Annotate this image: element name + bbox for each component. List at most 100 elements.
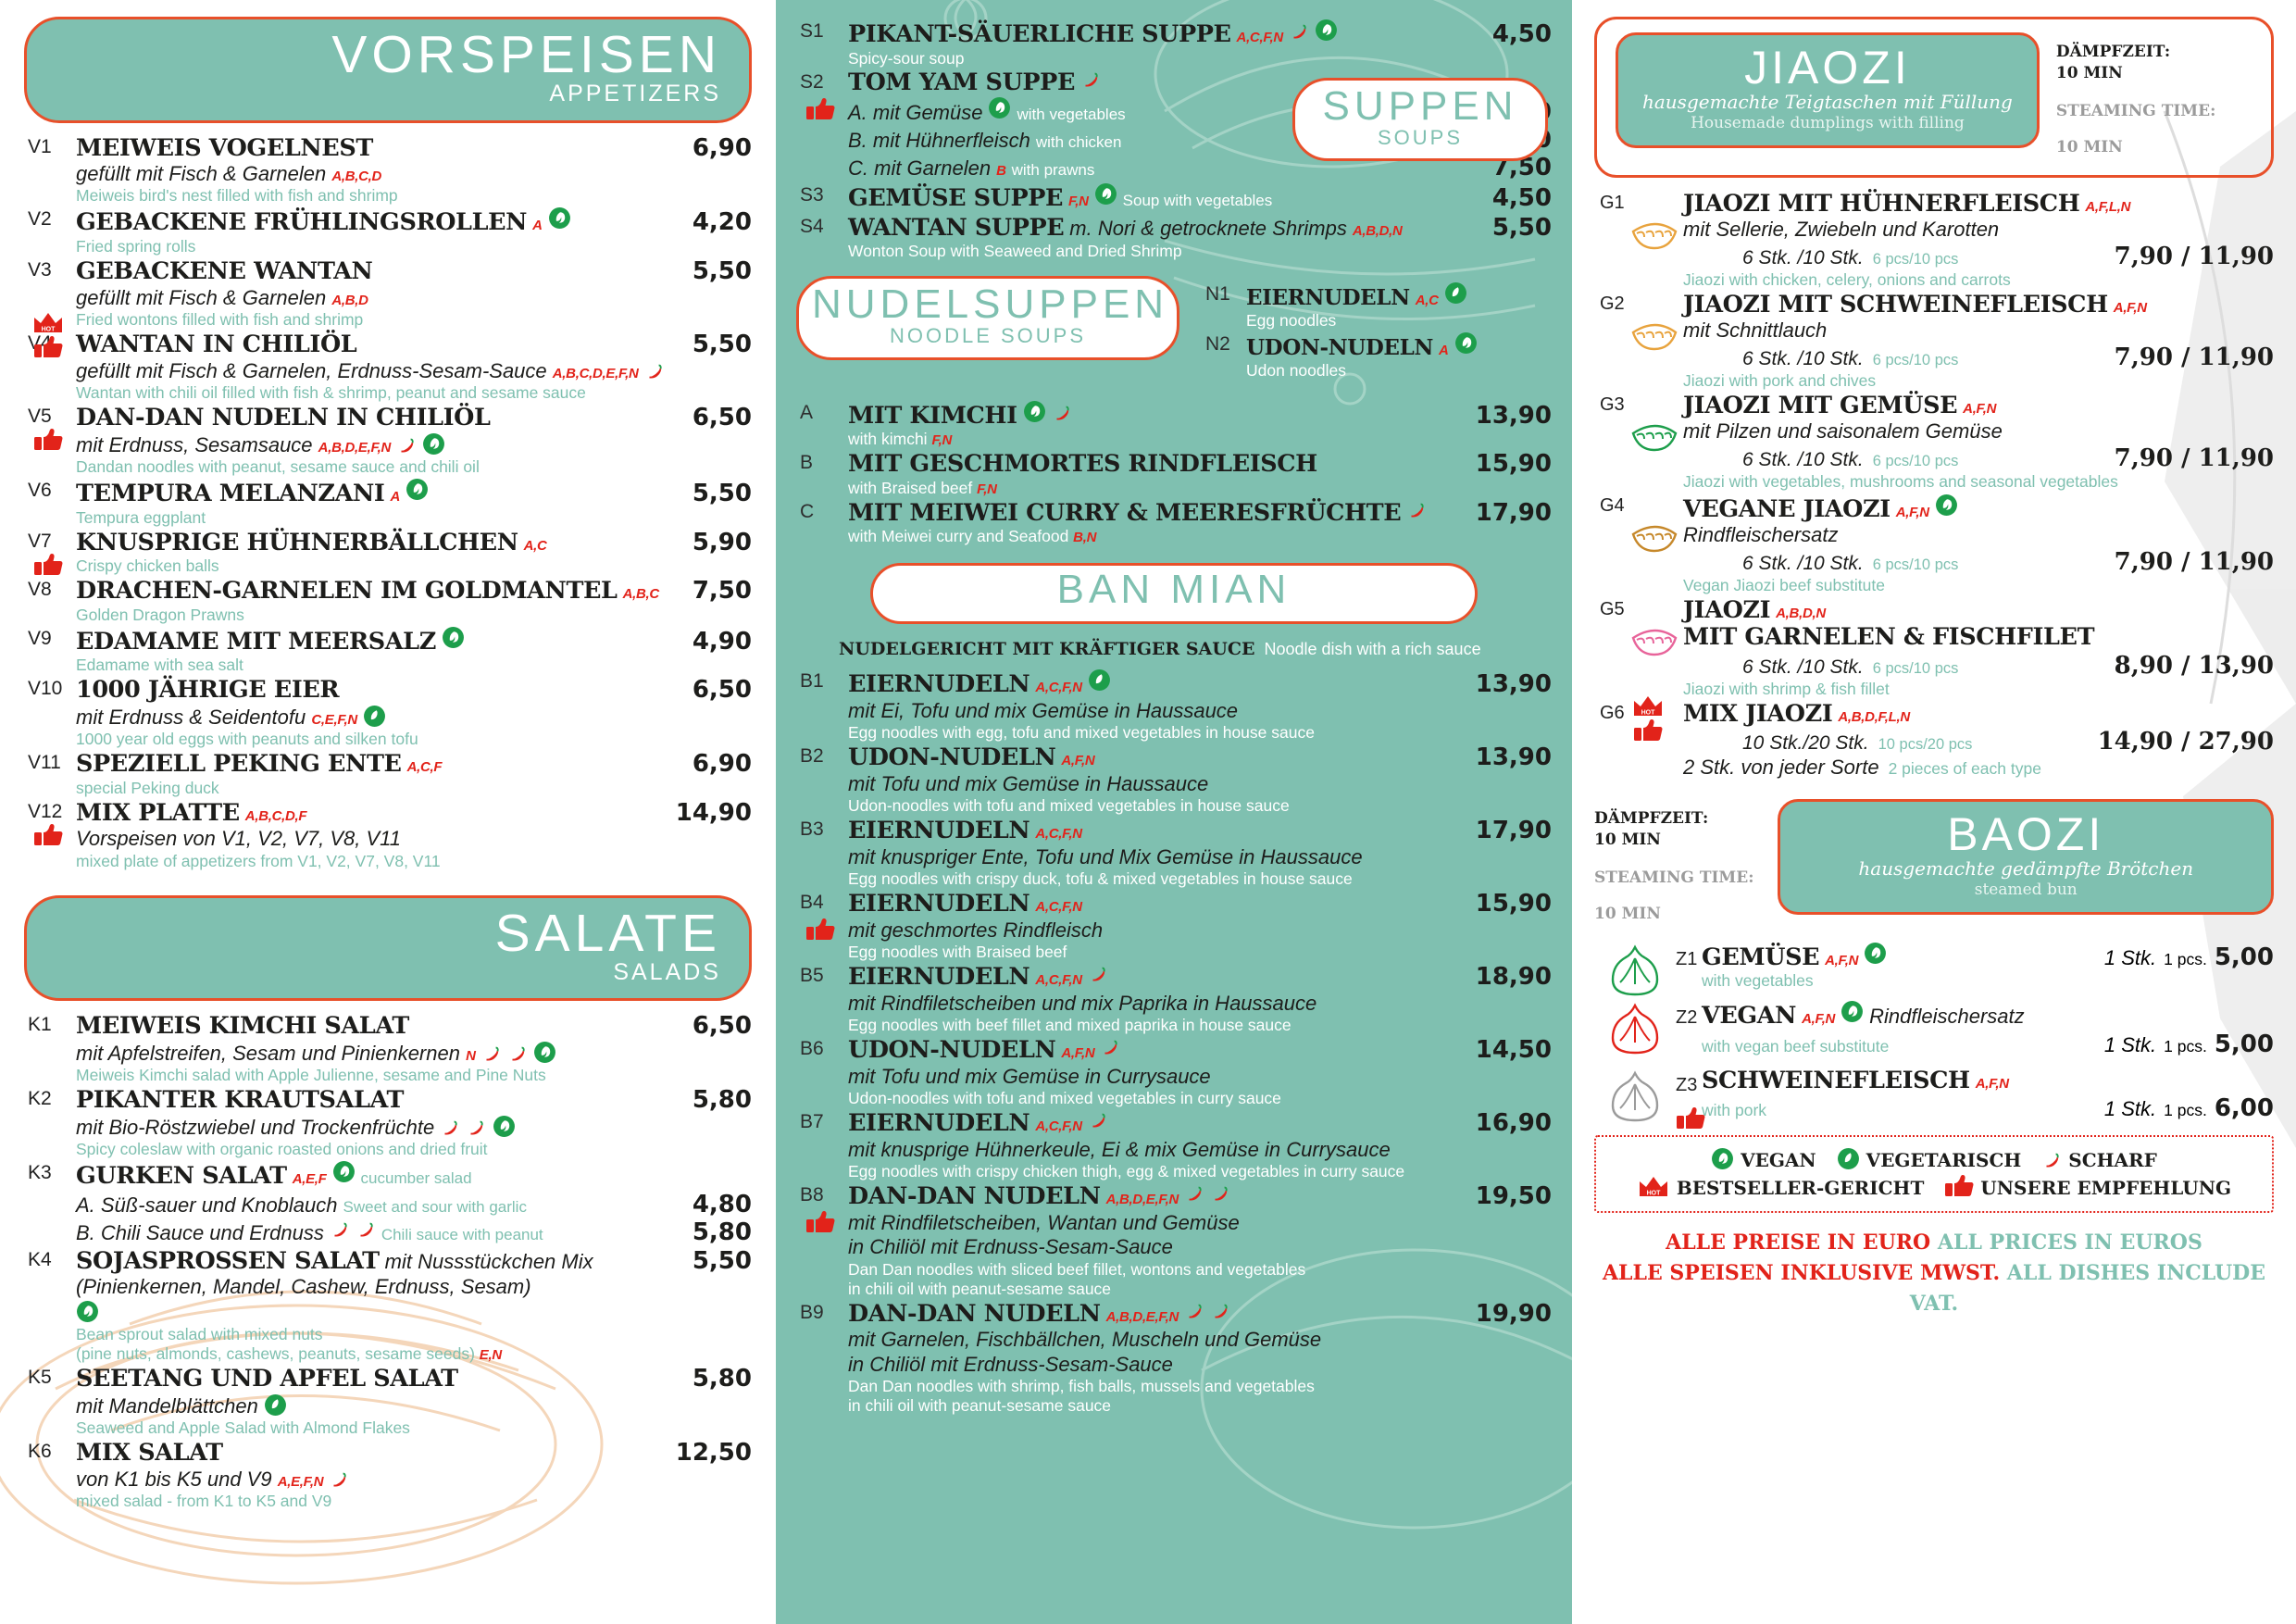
menu-item: B2 UDON-NUDELN A,F,N 13,90 mit Tofu und mix… — [796, 743, 1552, 816]
appetizers-list: V1 MEIWEIS VOGELNEST 6,90 gefüllt mit Fisch… — [24, 134, 752, 871]
item-title-de: 1000 JÄHRIGE EIER — [76, 676, 340, 705]
thumbs-up-icon — [805, 1210, 835, 1234]
item-title-de: GURKEN SALAT — [76, 1162, 287, 1191]
item-price: 7,90 / 11,90 — [2114, 443, 2274, 472]
allergen-codes: F,N — [1068, 194, 1089, 210]
baozi-list: Z1 GEMÜSE A,F,N 1 Stk. 1 pcs. 5,00 with veget… — [1594, 942, 2274, 1129]
item-title-de: DRACHEN-GARNELEN IM GOLDMANTEL — [76, 577, 618, 606]
item-code: K2 — [28, 1088, 52, 1110]
baozi-header-row: DÄMPFZEIT: 10 MIN STEAMING TIME: 10 MIN … — [1594, 798, 2274, 925]
item-code: B8 — [800, 1184, 824, 1206]
menu-item: B3 EIERNUDELN A,C,F,N 17,90 mit knuspriger … — [796, 817, 1552, 889]
menu-item: Z3 SCHWEINEFLEISCH A,F,N with pork 1 Stk. 1 … — [1594, 1067, 2274, 1129]
item-price: 6,00 — [2214, 1094, 2274, 1123]
item-code: V1 — [28, 135, 52, 157]
item-marks — [1676, 1106, 1707, 1131]
item-title-row: SPEZIELL PEKING ENTE A,C,F 6,90 — [76, 750, 752, 779]
menu-item: S3 GEMÜSE SUPPE F,N Soup with vegetables 4,… — [796, 182, 1552, 213]
item-title-row: SEETANG UND APFEL SALAT 5,80 — [76, 1365, 752, 1393]
item-price: 6,90 — [692, 750, 752, 779]
ban-mian-note-de: NUDELGERICHT MIT KRÄFTIGER SAUCE — [839, 639, 1255, 660]
steaming-value-de: 10 MIN — [1594, 830, 1661, 849]
allergen-codes: A,C,F — [406, 759, 443, 776]
item-portion-row: 10 Stk./20 Stk. 10 pcs/20 pcs 14,90 / 27,9… — [1683, 728, 2274, 756]
allergen-codes: A — [390, 488, 400, 505]
portion-en: 6 pcs/10 pcs — [1872, 250, 1959, 268]
item-marks — [800, 1210, 841, 1235]
item-desc-de: mit Pilzen und saisonalem Gemüse — [1683, 419, 2003, 443]
item-desc-en: Egg noodles with crispy chicken thigh, e… — [848, 1162, 1405, 1181]
chili-icon — [2041, 1150, 2062, 1170]
item-desc-de: mit knuspriger Ente, Tofu und Mix Gemüse… — [848, 844, 1363, 868]
portion-de: 6 Stk. /10 Stk. — [1742, 656, 1864, 678]
vegetarian-icon — [1837, 1147, 1860, 1170]
item-code: B2 — [800, 745, 824, 768]
item-title-de: MEIWEIS VOGELNEST — [76, 133, 373, 162]
item-title-row: WANTAN IN CHILIÖL 5,50 — [76, 331, 752, 359]
chili-icon — [1100, 1037, 1120, 1057]
item-price: 13,90 — [1475, 670, 1552, 699]
variant-label-en: Chili sauce with peanut — [381, 1225, 543, 1243]
item-title-de: WANTAN IN CHILIÖL — [76, 331, 357, 359]
item-code: K5 — [28, 1367, 52, 1389]
item-desc-en-2: in chili oil with peanut-sesame sauce — [848, 1279, 1112, 1298]
allergen-codes: A,F,N — [1895, 504, 1929, 520]
vegan-icon — [1935, 493, 1958, 517]
item-title-row: PIKANTER KRAUTSALAT 5,80 — [76, 1086, 752, 1115]
allergen-codes: A,B,D,E,F,N — [1105, 1192, 1179, 1208]
item-price: 19,90 — [1475, 1299, 1552, 1328]
steaming-label-de: DÄMPFZEIT: — [2055, 43, 2171, 61]
item-marks — [28, 428, 69, 453]
item-desc-de: mit Rindfiletscheiben und mix Paprika in… — [848, 991, 1317, 1015]
item-desc-en: Jiaozi with shrimp & fish fillet — [1683, 679, 1890, 698]
banner-title-en: NOODLE SOUPS — [889, 324, 1087, 348]
noodle-type: N2 UDON-NUDELN A Udon noodles — [1202, 331, 1552, 381]
chili-icon — [1088, 1110, 1108, 1131]
item-desc-en: Dan Dan noodles with sliced beef fillet,… — [848, 1259, 1306, 1279]
thumbs-up-icon — [805, 97, 835, 121]
item-desc-en: Egg noodles — [1246, 310, 1337, 330]
vegan-icon — [988, 96, 1011, 119]
variant-label-de: A. mit Gemüse — [848, 101, 983, 125]
banner-title-de: JIAOZI — [1744, 42, 1911, 94]
item-desc-inline: m. Nori & getrocknete Shrimps — [1069, 216, 1347, 240]
crown-hot-icon: HOT — [1631, 693, 1665, 718]
item-desc-de: mit Tofu und mix Gemüse in Currysauce — [848, 1064, 1211, 1088]
item-price: 14,90 — [675, 798, 752, 827]
menu-item: V4 HOT WANTAN IN CHILIÖL 5,50 gefüllt mit Fi… — [24, 313, 752, 403]
item-desc-en: Vegan Jiaozi beef substitute — [1683, 575, 1885, 594]
item-desc-en: Jiaozi with pork and chives — [1683, 370, 1877, 390]
item-price: 6,50 — [692, 403, 752, 431]
allergen-codes: A,C — [1415, 293, 1439, 309]
item-title-row: GEBACKENE FRÜHLINGSROLLEN A 4,20 — [76, 206, 752, 237]
section-banner-appetizers: VORSPEISEN APPETIZERS — [24, 17, 752, 123]
item-desc-de: mit Sellerie, Zwiebeln und Karotten — [1683, 218, 2000, 242]
chili-icon — [507, 1043, 528, 1064]
menu-item: K2 PIKANTER KRAUTSALAT 5,80 mit Bio-Röstzwi… — [24, 1086, 752, 1159]
item-title-row: GEBACKENE WANTAN 5,50 — [76, 257, 752, 286]
allergen-codes: A,F,L,N — [2085, 198, 2131, 215]
portion-en: 6 pcs/10 pcs — [1872, 351, 1959, 369]
item-price: 5,80 — [692, 1365, 752, 1393]
item-price: 5,90 — [692, 528, 752, 556]
jiaozi-list: G1 JIAOZI MIT HÜHNERFLEISCH A,F,L,N mit Se… — [1594, 190, 2274, 781]
item-code: Z3 — [1676, 1074, 1698, 1095]
item-desc-en: mixed salad - from K1 to K5 and V9 — [76, 1492, 332, 1511]
allergen-codes: A,C,F,N — [1035, 680, 1082, 696]
item-price: 4,50 — [1491, 20, 1552, 48]
thumbs-up-icon — [805, 918, 835, 942]
column-appetizers-salads: VORSPEISEN APPETIZERS V1 MEIWEIS VOGELNES… — [0, 0, 776, 1624]
item-code: V12 — [28, 800, 63, 822]
steaming-time-jiaozi: DÄMPFZEIT: 10 MIN STEAMING TIME: 10 MIN — [2056, 32, 2215, 158]
legend-box: VEGAN VEGETARISCH SCHARF HOT BESTSELLER-… — [1594, 1135, 2274, 1214]
item-title-row: JIAOZI A,B,D,N — [1683, 596, 2274, 625]
item-desc-en: 1000 year old eggs with peanuts and silk… — [76, 730, 418, 749]
vegetarian-icon — [1088, 668, 1111, 692]
item-code: S4 — [800, 215, 824, 237]
item-code: B — [800, 452, 814, 474]
item-portion-row: 6 Stk. /10 Stk. 6 pcs/10 pcs 8,90 / 13,90 — [1683, 652, 2274, 680]
item-desc-de: mit Schnittlauch — [1683, 319, 1828, 343]
item-price: 7,90 / 11,90 — [2114, 547, 2274, 576]
menu-item: K5 SEETANG UND APFEL SALAT 5,80 mit Mandelb… — [24, 1365, 752, 1438]
item-title-row: DAN-DAN NUDELN A,B,D,E,F,N 19,50 — [848, 1182, 1552, 1211]
